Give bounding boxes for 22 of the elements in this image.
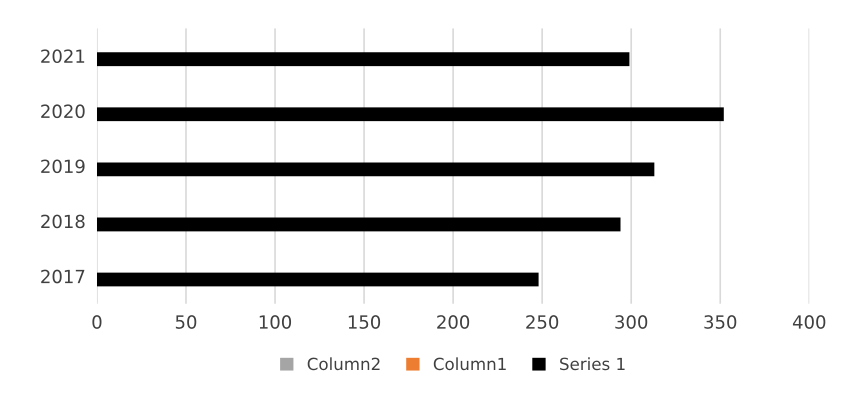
legend-label: Column1	[434, 357, 506, 370]
bar	[96, 52, 630, 66]
x-tick-label: 50	[176, 315, 196, 329]
x-tick-label: 0	[92, 315, 102, 329]
legend-label: Series 1	[560, 357, 625, 370]
x-tick-label: 150	[348, 315, 380, 329]
y-tick-label: 2020	[41, 104, 85, 118]
y-tick-label: 2019	[41, 160, 85, 174]
x-tick-label: 200	[437, 315, 470, 329]
x-tick-label: 300	[615, 315, 648, 329]
y-tick-label: 2018	[41, 214, 85, 228]
y-tick-label: 2017	[41, 270, 84, 284]
x-tick-label: 400	[792, 315, 826, 329]
x-tick-label: 100	[260, 315, 292, 329]
x-tick-label: 350	[704, 315, 736, 329]
x-tick-label: 250	[526, 315, 558, 329]
legend-label: Column2	[308, 357, 380, 370]
bar	[96, 107, 724, 122]
bar	[96, 272, 539, 286]
bar	[96, 218, 621, 232]
bar	[96, 162, 654, 176]
y-tick-label: 2021	[41, 49, 84, 64]
